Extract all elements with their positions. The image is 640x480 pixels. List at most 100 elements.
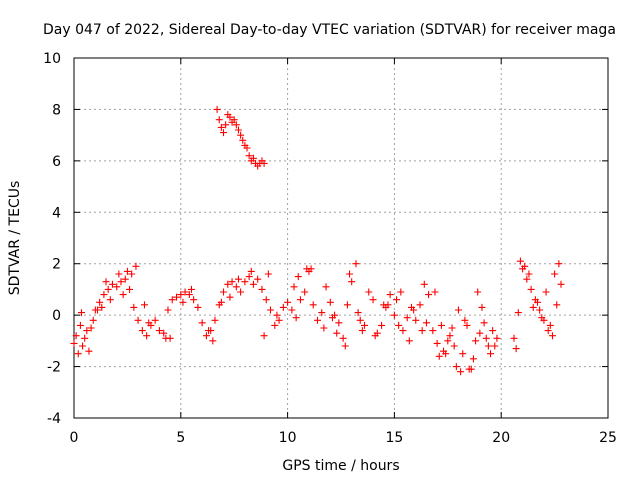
axis-ticks — [73, 57, 609, 419]
data-point — [437, 321, 445, 329]
data-point — [435, 352, 443, 360]
y-tick-labels: -4 -2 0 2 4 6 8 10 — [43, 51, 61, 427]
data-point — [326, 298, 334, 306]
data-point — [260, 159, 268, 167]
data-point — [132, 262, 140, 270]
data-point — [472, 337, 480, 345]
data-point — [358, 327, 366, 335]
data-point — [294, 273, 302, 281]
x-tick-label: 10 — [279, 430, 297, 446]
data-point — [548, 332, 556, 340]
data-point — [245, 152, 253, 160]
data-point — [335, 319, 343, 327]
data-point — [237, 131, 245, 139]
data-point — [429, 327, 437, 335]
data-point — [234, 275, 242, 283]
y-tick-label: 8 — [52, 102, 61, 118]
data-point — [247, 267, 255, 275]
data-point — [76, 321, 84, 329]
data-point — [168, 296, 176, 304]
data-point — [307, 265, 315, 273]
y-tick-label: -2 — [47, 360, 61, 376]
data-point — [245, 273, 253, 281]
data-point — [198, 319, 206, 327]
data-point — [369, 296, 377, 304]
data-point — [474, 288, 482, 296]
data-point — [339, 334, 347, 342]
data-point — [145, 319, 153, 327]
data-point — [489, 327, 497, 335]
data-point — [360, 321, 368, 329]
data-point — [393, 296, 401, 304]
data-point — [341, 342, 349, 350]
data-point — [81, 334, 89, 342]
data-point — [534, 298, 542, 306]
data-point — [536, 306, 544, 314]
data-point — [194, 303, 202, 311]
data-point — [457, 368, 465, 376]
y-tick-label: 0 — [52, 308, 61, 324]
data-point — [425, 291, 433, 299]
data-point — [241, 278, 249, 286]
data-point — [546, 321, 554, 329]
data-point — [100, 291, 108, 299]
data-point — [74, 350, 82, 358]
data-point — [70, 339, 78, 347]
data-point — [356, 316, 364, 324]
data-point — [491, 342, 499, 350]
data-point — [185, 291, 193, 299]
data-point — [348, 278, 356, 286]
plot-frame — [73, 57, 609, 419]
data-point — [292, 314, 300, 322]
data-point — [249, 154, 257, 162]
data-point — [232, 121, 240, 129]
data-point — [390, 311, 398, 319]
data-point — [553, 301, 561, 309]
data-point — [463, 321, 471, 329]
data-point — [318, 309, 326, 317]
data-point — [260, 332, 268, 340]
data-point — [420, 280, 428, 288]
data-point — [117, 278, 125, 286]
data-point — [187, 285, 195, 293]
data-point — [448, 324, 456, 332]
y-tick-label: 10 — [43, 51, 61, 67]
data-point — [516, 257, 524, 265]
data-point — [83, 327, 91, 335]
data-point — [217, 298, 225, 306]
data-point — [93, 306, 101, 314]
data-point — [232, 283, 240, 291]
data-point — [440, 347, 448, 355]
data-point — [237, 288, 245, 296]
grid — [74, 58, 608, 418]
data-point — [476, 329, 484, 337]
data-point — [510, 334, 518, 342]
y-tick-label: -4 — [47, 411, 61, 427]
data-point — [444, 337, 452, 345]
data-point — [397, 288, 405, 296]
data-point — [275, 316, 283, 324]
data-point — [113, 283, 121, 291]
data-point — [102, 278, 110, 286]
data-point — [395, 321, 403, 329]
data-point — [85, 347, 93, 355]
data-point — [529, 303, 537, 311]
data-point — [243, 144, 251, 152]
data-point — [551, 270, 559, 278]
data-point — [140, 301, 148, 309]
data-point — [416, 301, 424, 309]
data-point — [121, 275, 129, 283]
data-point — [296, 296, 304, 304]
x-tick-labels: 0 5 10 15 20 25 — [70, 430, 617, 446]
data-point — [322, 283, 330, 291]
data-point — [288, 306, 296, 314]
data-point — [143, 332, 151, 340]
data-point — [454, 306, 462, 314]
x-tick-label: 25 — [599, 430, 617, 446]
data-point — [380, 301, 388, 309]
data-point — [378, 321, 386, 329]
data-point — [164, 306, 172, 314]
data-point — [258, 285, 266, 293]
data-point — [138, 327, 146, 335]
